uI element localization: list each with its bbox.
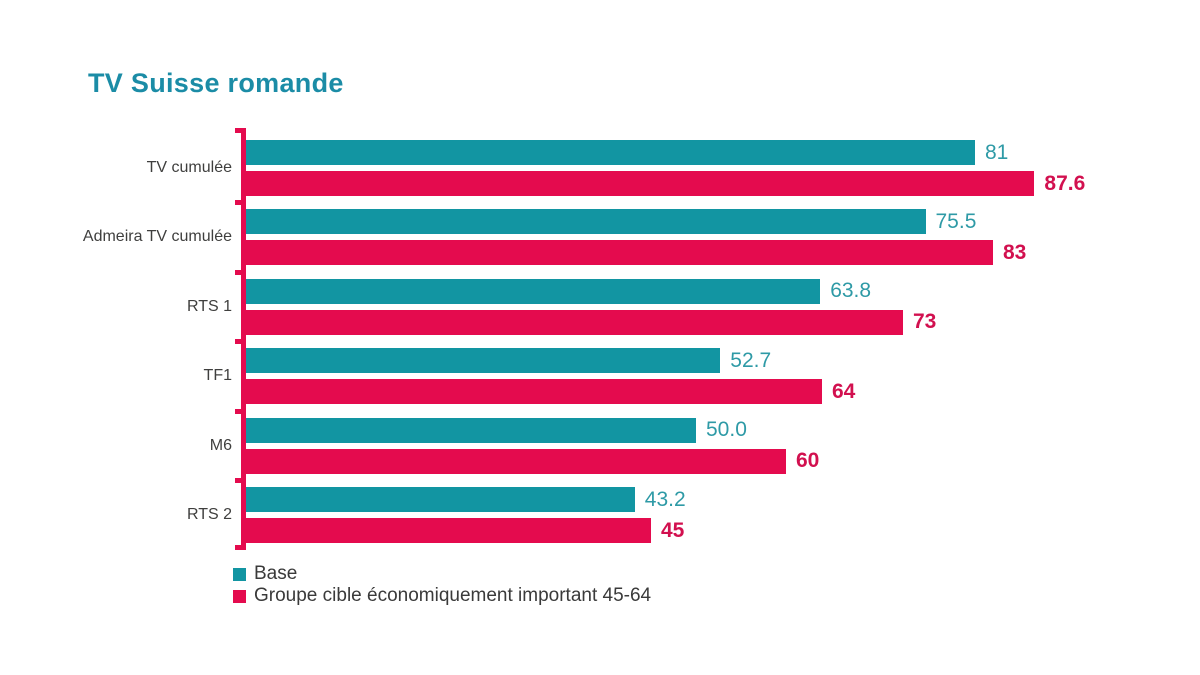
bar-groupe-cible bbox=[246, 171, 1035, 196]
value-label: 43.2 bbox=[644, 487, 686, 511]
bar-groupe-cible bbox=[246, 240, 993, 266]
value-label: 60 bbox=[796, 449, 820, 473]
legend-label: Base bbox=[254, 563, 298, 584]
legend-item: Base bbox=[233, 563, 651, 585]
legend: Base Groupe cible économiquement importan… bbox=[233, 563, 651, 607]
value-label: 45 bbox=[661, 518, 685, 542]
y-axis-line bbox=[241, 128, 246, 550]
bar-groupe-cible bbox=[246, 379, 822, 405]
legend-swatch-groupe-cible bbox=[233, 589, 246, 603]
value-label: 87.6 bbox=[1044, 171, 1086, 195]
bar-base bbox=[246, 348, 721, 374]
bar-base bbox=[246, 209, 926, 235]
axis-tick bbox=[235, 200, 242, 205]
legend-label: Groupe cible économiquement important 45… bbox=[254, 585, 652, 606]
axis-tick bbox=[235, 339, 242, 344]
bar-base bbox=[246, 417, 696, 443]
bar-base bbox=[246, 487, 635, 512]
value-label: 81 bbox=[985, 140, 1009, 164]
value-label: 63.8 bbox=[830, 279, 872, 303]
category-label: M6 bbox=[209, 436, 232, 454]
bar-groupe-cible bbox=[246, 518, 651, 543]
axis-tick bbox=[235, 478, 242, 483]
value-label: 73 bbox=[913, 310, 937, 334]
axis-tick bbox=[235, 128, 242, 133]
value-label: 64 bbox=[832, 379, 856, 403]
chart-title: TV Suisse romande bbox=[88, 68, 344, 98]
category-label: TF1 bbox=[203, 367, 232, 385]
category-label: RTS 2 bbox=[186, 506, 232, 523]
value-label: 50.0 bbox=[706, 418, 747, 442]
axis-tick bbox=[235, 545, 242, 550]
bar-base bbox=[246, 140, 975, 165]
category-label: Admeira TV cumulée bbox=[82, 228, 232, 246]
legend-swatch-base bbox=[233, 567, 246, 581]
value-label: 75.5 bbox=[935, 209, 977, 233]
axis-tick bbox=[235, 409, 242, 414]
value-label: 83 bbox=[1003, 240, 1027, 264]
bar-groupe-cible bbox=[246, 448, 786, 474]
legend-item: Groupe cible économiquement important 45… bbox=[233, 585, 651, 607]
value-label: 52.7 bbox=[730, 348, 772, 372]
category-label: TV cumulée bbox=[146, 159, 232, 176]
category-label: RTS 1 bbox=[186, 297, 232, 315]
bar-base bbox=[246, 278, 821, 304]
bar-groupe-cible bbox=[246, 309, 903, 335]
axis-tick bbox=[235, 270, 242, 275]
